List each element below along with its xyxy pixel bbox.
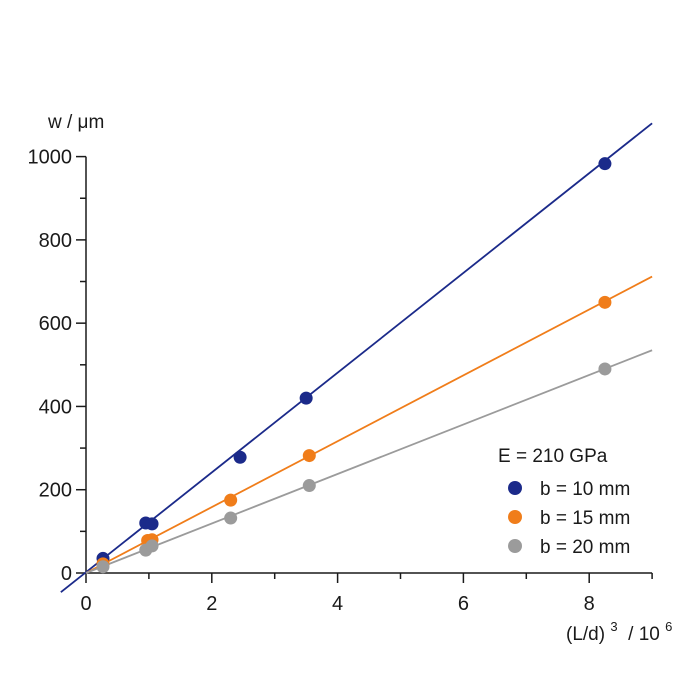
fit-line-series-3 — [85, 349, 653, 574]
y-axis-label: w / μm — [47, 112, 104, 133]
legend-marker-series-1 — [508, 481, 522, 495]
point-series-3-3 — [145, 539, 159, 553]
point-series-2-5 — [302, 449, 316, 463]
x-tick-label-6: 6 — [458, 593, 469, 615]
fit-line-series-2 — [85, 275, 653, 574]
y-tick-label-0: 0 — [61, 563, 72, 585]
y-tick-label-400: 400 — [39, 396, 72, 418]
x-tick-label-8: 8 — [584, 593, 595, 615]
data-points — [96, 157, 612, 574]
point-series-1-4 — [233, 450, 247, 464]
legend-label-series-3: b = 20 mm — [540, 537, 630, 558]
legend-label-series-1: b = 10 mm — [540, 479, 630, 500]
point-series-2-6 — [598, 295, 612, 309]
point-series-3-4 — [224, 511, 238, 525]
x-tick-label-0: 0 — [80, 593, 91, 615]
point-series-1-5 — [299, 391, 313, 405]
point-series-3-6 — [598, 362, 612, 376]
y-tick-label-1000: 1000 — [28, 147, 73, 169]
y-tick-label-600: 600 — [39, 313, 72, 335]
legend-title: E = 210 GPa — [498, 446, 608, 467]
x-tick-label-2: 2 — [206, 593, 217, 615]
x-axis-label: (L/d) 3 / 10 6 — [566, 615, 672, 645]
x-tick-label-4: 4 — [332, 593, 343, 615]
legend-marker-series-3 — [508, 539, 522, 553]
axes: 0 2 4 6 8 0 200 400 600 800 1000 — [28, 147, 653, 615]
point-series-3-1 — [96, 560, 110, 574]
x-axis-label-base: (L/d) — [566, 624, 605, 645]
x-axis-label-suffix-exponent: 6 — [665, 619, 672, 634]
fit-lines — [60, 122, 653, 593]
point-series-2-4 — [224, 493, 238, 507]
legend: E = 210 GPa b = 10 mm b = 15 mm b = 20 mm — [498, 446, 630, 558]
x-axis-label-suffix: / 10 — [623, 624, 660, 645]
legend-label-series-2: b = 15 mm — [540, 508, 630, 529]
x-axis-label-exponent: 3 — [610, 619, 617, 634]
y-tick-label-800: 800 — [39, 230, 72, 252]
y-tick-label-200: 200 — [39, 480, 72, 502]
fit-line-series-1 — [60, 122, 653, 593]
point-series-3-5 — [302, 479, 316, 493]
point-series-1-3 — [145, 517, 159, 531]
legend-marker-series-2 — [508, 510, 522, 524]
point-series-1-6 — [598, 157, 612, 171]
